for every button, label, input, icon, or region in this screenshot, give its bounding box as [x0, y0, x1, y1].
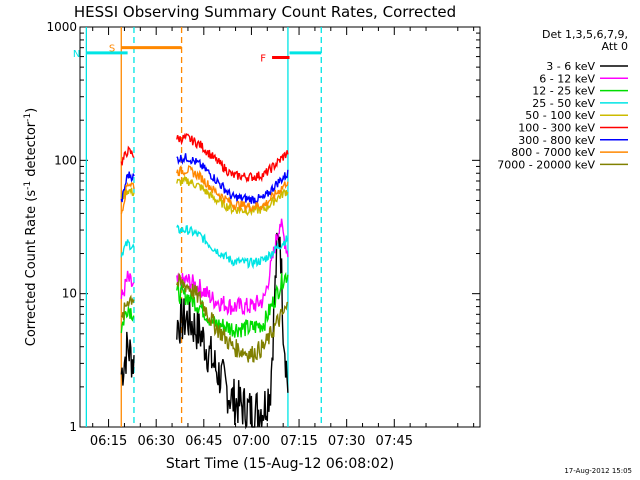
series-line [120, 331, 135, 386]
y-tick-label: 1000 [46, 20, 77, 34]
x-tick-label: 06:15 [90, 434, 127, 449]
chart-title: HESSI Observing Summary Count Rates, Cor… [74, 3, 456, 21]
legend-label: 100 - 300 keV [518, 122, 595, 135]
legend-label: 25 - 50 keV [532, 97, 595, 110]
series-line [120, 145, 135, 166]
y-tick-label: 10 [62, 287, 77, 301]
y-axis-label-sup1: -1 [23, 181, 33, 190]
y-axis-label-sup2: -1 [23, 113, 33, 122]
series-line [176, 132, 289, 184]
y-tick-label: 1 [69, 420, 77, 434]
series-8 [120, 272, 289, 363]
legend-label: 12 - 25 keV [532, 85, 595, 98]
series-3 [120, 224, 289, 270]
series-layer [120, 132, 289, 430]
legend-label: 300 - 800 keV [518, 134, 595, 147]
legend-label: 6 - 12 keV [539, 72, 595, 85]
legend-header-line2: Att 0 [602, 40, 628, 53]
legend-label: 50 - 100 keV [525, 109, 595, 122]
series-line [176, 224, 289, 270]
x-tick-label: 07:45 [376, 434, 413, 449]
y-tick-label: 100 [54, 153, 77, 167]
series-line [120, 181, 135, 215]
series-line [120, 187, 135, 200]
flag-layer: SN F [73, 44, 322, 65]
legend-label: 7000 - 20000 keV [497, 158, 595, 171]
legend-label: 3 - 6 keV [546, 60, 595, 73]
series-line [120, 305, 135, 334]
series-line [120, 270, 135, 300]
flag-label: F [260, 54, 266, 65]
y-axis-label-part2: detector [24, 121, 39, 181]
flag-label: N [73, 49, 80, 60]
legend-label: 800 - 7000 keV [511, 146, 595, 159]
series-line [120, 239, 135, 258]
series-7 [120, 164, 289, 215]
x-axis-label: Start Time (15-Aug-12 06:08:02) [166, 456, 394, 472]
y-axis-label-part3: ) [24, 108, 39, 113]
series-line [176, 174, 289, 217]
series-line [176, 153, 289, 205]
footer-date: 17-Aug-2012 15:05 [564, 467, 632, 475]
legend-header-line1: Det 1,3,5,6,7,9, [542, 28, 628, 41]
y-axis-label-part1: Corrected Count Rate (s [24, 190, 39, 347]
flag-label: S [109, 44, 115, 55]
series-line [176, 232, 289, 430]
x-tick-label: 06:30 [137, 434, 174, 449]
series-2 [120, 271, 289, 338]
x-axis: 06:15 06:30 06:45 07:00 07:15 07:30 07:45 [90, 27, 475, 449]
series-0 [120, 232, 289, 430]
series-6 [120, 153, 289, 205]
plot-frame [79, 26, 481, 428]
x-tick-label: 07:00 [233, 434, 270, 449]
series-5 [120, 132, 289, 184]
series-line [176, 271, 289, 338]
series-4 [120, 174, 289, 217]
x-tick-label: 06:45 [185, 434, 222, 449]
x-tick-label: 07:15 [280, 434, 317, 449]
y-axis: 1 10 100 1000 [46, 20, 480, 434]
series-line [120, 294, 135, 321]
series-line [176, 164, 289, 212]
series-line [120, 171, 135, 203]
y-axis-label: Corrected Count Rate (s-1 detector-1) [23, 108, 39, 346]
x-tick-label: 07:30 [328, 434, 365, 449]
series-1 [120, 218, 289, 316]
series-line [176, 272, 289, 363]
